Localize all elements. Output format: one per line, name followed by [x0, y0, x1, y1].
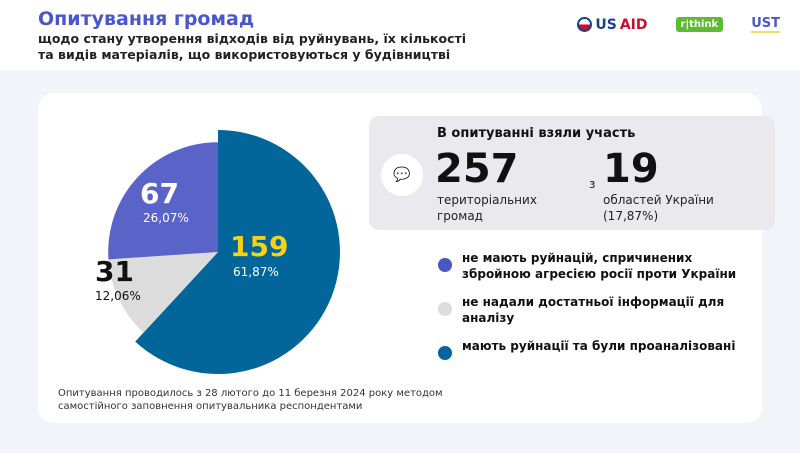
ust-logo: UST — [751, 16, 780, 33]
usaid-logo: US AID — [577, 17, 648, 33]
slice-no-info — [108, 252, 218, 333]
slice-value-label-analyzed: 159 — [230, 230, 289, 263]
legend-dot-icon — [438, 302, 452, 316]
page-subtitle: щодо стану утворення відходів від руйнув… — [38, 31, 467, 62]
usaid-seal-icon — [577, 17, 593, 32]
legend-dot-icon — [438, 346, 452, 360]
partner-logos: US AID r|think UST — [577, 16, 780, 33]
chart-legend: не мають руйнацій, спричинених збройною … — [438, 250, 752, 372]
participation-panel: В опитуванні взяли участь 💬 257 територі… — [369, 116, 775, 230]
legend-item: не мають руйнацій, спричинених збройною … — [438, 250, 752, 282]
legend-item: не надали достатньої інформації для анал… — [438, 294, 752, 326]
think-logo: r|think — [675, 17, 724, 32]
regions-label: областей України (17,87%) — [603, 193, 714, 223]
slice-analyzed — [135, 130, 340, 375]
slice-value-label-no-info: 31 — [95, 255, 134, 288]
communities-count: 257 — [435, 146, 519, 192]
slice-value-label-no-damage: 67 — [140, 177, 179, 210]
slice-percent-label-analyzed: 61,87% — [233, 265, 279, 279]
connector-text: з — [589, 177, 596, 191]
slice-percent-label-no-info: 12,06% — [95, 289, 141, 303]
legend-dot-icon — [438, 258, 452, 272]
regions-count: 19 — [603, 146, 659, 192]
page-title: Опитування громад — [38, 8, 255, 30]
communities-label: територіальних громад — [437, 193, 537, 223]
chat-question-icon: 💬 — [381, 154, 423, 196]
legend-item: мають руйнації та були проаналізовані — [438, 338, 752, 360]
participation-title: В опитуванні взяли участь — [437, 126, 636, 141]
slice-percent-label-no-damage: 26,07% — [143, 211, 189, 225]
header: Опитування громад щодо стану утворення в… — [0, 0, 800, 70]
slice-no-damage — [108, 142, 218, 260]
survey-note: Опитування проводилось з 28 лютого до 11… — [58, 388, 443, 412]
